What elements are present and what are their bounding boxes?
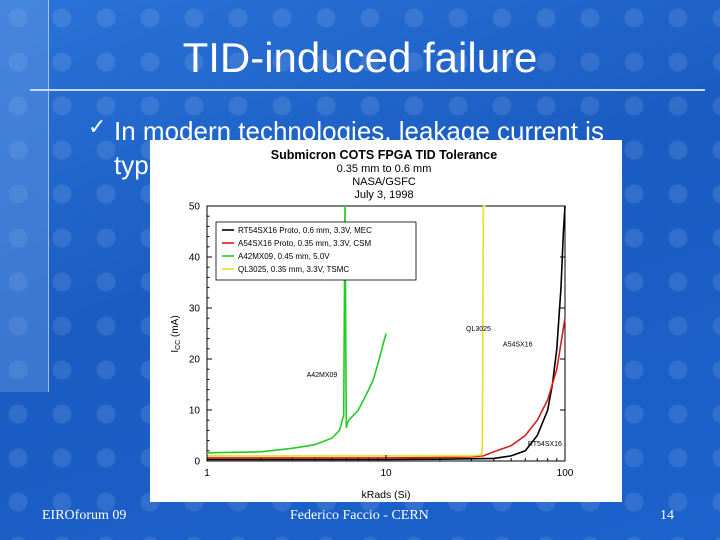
series-line-0 [207,205,566,461]
y-axis-label: ICC (mA) [170,315,182,352]
series-annotation-3: QL3025 [466,326,491,333]
chart-image: Submicron COTS FPGA TID Tolerance 0.35 m… [150,140,622,502]
footer-event: EIROforum 09 [42,508,127,523]
footer-author: Federico Faccio - CERN [290,508,429,523]
legend-box [215,221,417,281]
checkmark-icon: ✓ [88,114,107,139]
chart-subtitle-2: NASA/GSFC [352,176,416,188]
tid-chart: Submicron COTS FPGA TID Tolerance 0.35 m… [170,148,574,501]
chart-title: Submicron COTS FPGA TID Tolerance [271,148,497,162]
slide-number: 14 [660,508,674,523]
title-divider [30,89,705,91]
y-tick-label: 40 [189,253,201,264]
x-tick-label: 1 [204,468,210,479]
y-tick-label: 30 [189,304,201,315]
legend-entry-1: A54SX16 Proto, 0.35 mm, 3.3V, CSM [238,239,371,248]
legend-entry-3: QL3025, 0.35 mm, 3.3V, TSMC [238,265,349,274]
x-axis-label: kRads (Si) [361,489,410,501]
chart-subtitle-3: July 3, 1998 [354,189,413,201]
slide-title: TID-induced failure [182,34,538,81]
series-annotation-0: RT54SX16 [528,441,562,448]
chart-subtitle-1: 0.35 mm to 0.6 mm [337,163,432,175]
x-tick-label: 10 [380,468,392,479]
series-line-3 [207,205,486,457]
legend-entry-0: RT54SX16 Proto, 0.6 mm, 3.3V, MEC [238,226,372,235]
series-line-1 [207,318,566,459]
series-line-2 [206,205,387,454]
y-tick-label: 20 [189,355,201,366]
legend-entry-2: A42MX09, 0.45 mm, 5.0V [238,252,330,261]
x-tick-label: 100 [557,468,574,479]
series-annotation-2: A42MX09 [307,372,338,379]
y-tick-label: 50 [189,202,201,213]
series-annotation-1: A54SX16 [503,341,533,348]
decorative-side-panel [0,0,49,392]
y-tick-label: 10 [189,406,201,417]
y-tick-label: 0 [194,457,200,468]
